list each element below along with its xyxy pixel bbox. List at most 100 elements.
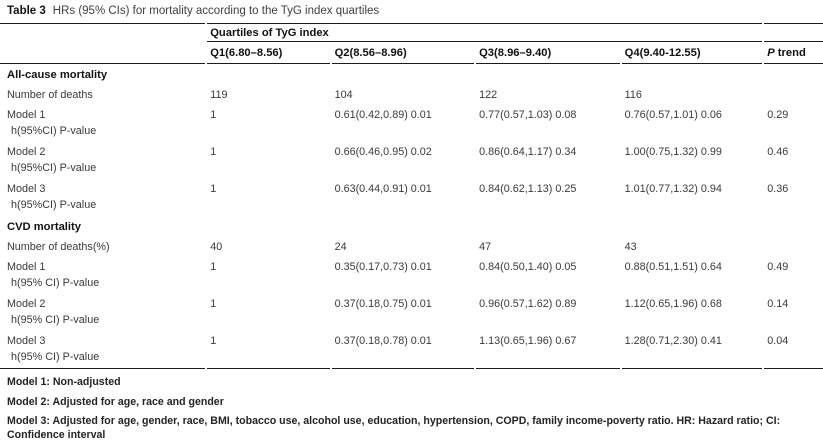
value-cell: 0.04	[767, 335, 789, 347]
table-caption: Table 3 HRs (95% CIs) for mortality accor…	[0, 3, 823, 23]
empty-cell	[207, 277, 329, 294]
empty-cell	[476, 314, 620, 331]
subrow-label: h(95%CI) P-value	[11, 199, 97, 211]
empty-cell	[332, 199, 475, 216]
empty-cell	[332, 125, 475, 142]
value-cell: 0.66(0.46,0.95) 0.02	[334, 146, 432, 158]
empty-cell	[764, 351, 823, 369]
value-cell: 116	[624, 89, 642, 101]
col-header-q1: Q1(6.80–8.56)	[207, 42, 330, 64]
footnote-model3: Model 3: Adjusted for age, gender, race,…	[7, 415, 781, 441]
empty-cell	[476, 125, 620, 142]
value-cell: 104	[334, 89, 353, 101]
value-cell: 47	[479, 241, 492, 253]
empty-cell	[476, 199, 620, 216]
table-row: Model 1 1 0.61(0.42,0.89) 0.01 0.77(0.57,1.…	[0, 105, 823, 125]
stub-header	[0, 42, 206, 64]
empty-cell	[622, 314, 763, 331]
value-cell: 1	[210, 261, 217, 273]
empty-cell	[476, 277, 620, 294]
col-header-q2: Q2(8.56–8.96)	[331, 42, 475, 64]
empty-cell	[622, 277, 763, 294]
empty-cell	[621, 351, 763, 369]
value-cell: 0.14	[767, 298, 789, 310]
stub-spacer-cell	[0, 23, 206, 42]
col-header-q3: Q3(8.96–9.40)	[476, 42, 620, 64]
table-subrow: h(95% CI) P-value	[0, 277, 823, 294]
ptrend-spacer-cell	[764, 23, 823, 42]
subrow-label: h(95% CI) P-value	[11, 314, 100, 326]
value-cell: 0.77(0.57,1.03) 0.08	[479, 109, 577, 121]
subrow-label: h(95% CI) P-value	[11, 277, 100, 289]
ptrend-trend-text: trend	[774, 47, 806, 59]
empty-cell	[622, 199, 763, 216]
mortality-hr-table: Quartiles of TyG index Q1(6.80–8.56) Q2(…	[0, 23, 823, 369]
empty-cell	[207, 314, 329, 331]
value-cell: 119	[210, 89, 228, 101]
section-header-label: All-cause mortality	[7, 69, 108, 81]
row-label: Model 3	[7, 183, 46, 195]
table-row: Model 2 1 0.37(0.18,0.75) 0.01 0.96(0.57,1.…	[0, 294, 823, 314]
value-cell: 0.35(0.17,0.73) 0.01	[334, 261, 432, 273]
value-cell: 1	[210, 298, 217, 310]
empty-cell	[764, 199, 823, 216]
value-cell: 0.37(0.18,0.75) 0.01	[334, 298, 432, 310]
table-row: Number of deaths(%) 40 24 47 43	[0, 237, 823, 257]
section-header-row: All-cause mortality	[0, 64, 823, 85]
value-cell	[764, 237, 823, 257]
value-cell: 0.76(0.57,1.01) 0.06	[624, 109, 722, 121]
value-cell: 1.12(0.65,1.96) 0.68	[624, 298, 722, 310]
section-header-row: CVD mortality	[0, 216, 823, 237]
empty-cell	[764, 314, 823, 331]
col-header-q4: Q4(9.40-12.55)	[621, 42, 763, 64]
table-row: Model 3 1 0.37(0.18,0.78) 0.01 1.13(0.65,1.…	[0, 331, 823, 351]
empty-cell	[332, 277, 475, 294]
empty-cell	[764, 162, 823, 179]
value-cell: 0.37(0.18,0.78) 0.01	[334, 335, 432, 347]
value-cell: 0.63(0.44,0.91) 0.01	[334, 183, 432, 195]
value-cell: 24	[334, 241, 347, 253]
footnote-model2: Model 2: Adjusted for age, race and gend…	[7, 395, 224, 408]
row-label: Model 3	[7, 335, 46, 347]
empty-cell	[207, 351, 330, 369]
ptrend-p-italic: P	[767, 47, 775, 59]
value-cell: 0.46	[767, 146, 789, 158]
row-label: Model 2	[7, 298, 46, 310]
column-header-row: Q1(6.80–8.56) Q2(8.56–8.96) Q3(8.96–9.40…	[0, 42, 823, 64]
empty-cell	[207, 199, 329, 216]
table-body: All-cause mortality Number of deaths 119 10…	[0, 64, 823, 369]
value-cell: 0.84(0.62,1.13) 0.25	[479, 183, 577, 195]
empty-cell	[476, 351, 620, 369]
table-footnotes: Model 1: Non-adjusted Model 2: Adjusted …	[0, 369, 823, 442]
empty-cell	[332, 314, 475, 331]
empty-cell	[622, 162, 763, 179]
value-cell: 0.96(0.57,1.62) 0.89	[479, 298, 577, 310]
empty-cell	[476, 162, 620, 179]
value-cell: 0.61(0.42,0.89) 0.01	[334, 109, 432, 121]
value-cell: 1	[210, 109, 217, 121]
table-subrow: h(95%CI) P-value	[0, 125, 823, 142]
value-cell: 1.00(0.75,1.32) 0.99	[624, 146, 722, 158]
col-header-ptrend: P trend	[764, 42, 823, 64]
subrow-label: h(95%CI) P-value	[11, 125, 97, 137]
empty-cell	[207, 162, 329, 179]
value-cell: 43	[624, 241, 637, 253]
value-cell: 1	[210, 146, 217, 158]
value-cell: 0.49	[767, 261, 789, 273]
value-cell: 0.29	[767, 109, 789, 121]
row-label: Number of deaths	[7, 89, 93, 101]
row-label: Model 1	[7, 261, 46, 273]
value-cell: 1	[210, 183, 217, 195]
table-subrow: h(95% CI) P-value	[0, 351, 823, 369]
table-row: Number of deaths 119 104 122 116	[0, 85, 823, 105]
footnote-model1: Model 1: Non-adjusted	[7, 376, 121, 388]
spanner-row: Quartiles of TyG index	[0, 23, 823, 42]
table-label: Table 3	[7, 5, 46, 17]
value-cell: 1.01(0.77,1.32) 0.94	[624, 183, 722, 195]
value-cell: 0.86(0.64,1.17) 0.34	[479, 146, 577, 158]
value-cell: 1.13(0.65,1.96) 0.67	[479, 335, 577, 347]
section-header-label: CVD mortality	[7, 221, 81, 233]
value-cell: 0.88(0.51,1.51) 0.64	[624, 261, 722, 273]
row-label: Model 1	[7, 109, 46, 121]
